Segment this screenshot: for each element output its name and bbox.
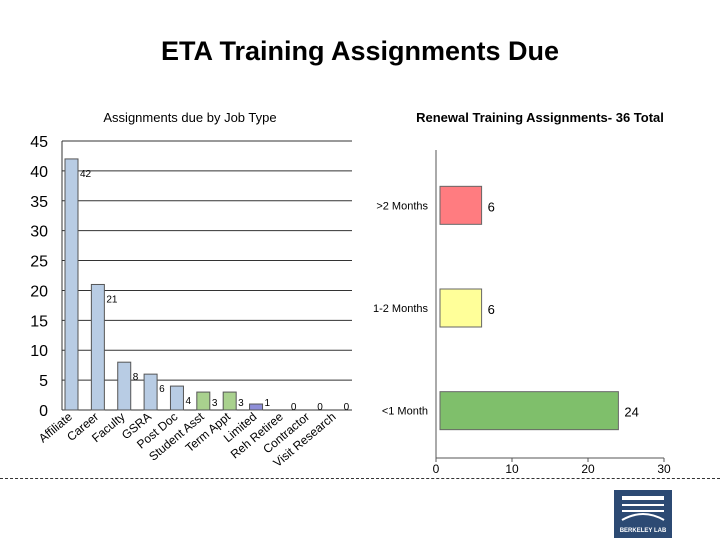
lab-building-icon [621,496,665,521]
data-label: 0 [317,402,323,413]
data-label: 1 [265,398,271,409]
y-tick-label: 45 [30,134,48,151]
y-tick-label: 0 [39,403,48,420]
data-label: 6 [159,384,165,395]
data-label: 3 [212,398,218,409]
bar [249,403,264,411]
data-label: 42 [80,169,92,180]
renewal-chart-title: Renewal Training Assignments- 36 Total [416,110,664,125]
y-tick-label: 10 [30,343,48,360]
slide-title: ETA Training Assignments Due [160,36,560,66]
bar [196,391,211,411]
logo-text: BERKELEY LAB [619,528,667,534]
y-tick-label: 25 [30,254,48,271]
y-tick-label: 35 [30,194,48,211]
y-tick-label: 15 [30,313,48,330]
bar [64,158,79,411]
y-tick-label: 5 [39,373,48,390]
y-tick-label: 20 [30,283,48,300]
bar [90,283,105,411]
data-label: 4 [185,396,191,407]
bar [222,391,237,411]
data-label: 21 [106,294,118,305]
y-tick-label: 30 [30,224,48,241]
job-type-chart-title: Assignments due by Job Type [103,110,277,125]
y-tick-label: 40 [30,164,48,181]
bar [169,385,184,411]
data-label: 8 [133,372,139,383]
bar [143,373,158,411]
berkeley-lab-logo: BERKELEY LAB [614,490,672,538]
bar [117,361,132,411]
footer-divider [0,478,720,479]
data-label: 3 [238,398,244,409]
data-label: 0 [344,402,350,413]
data-label: 0 [291,402,297,413]
